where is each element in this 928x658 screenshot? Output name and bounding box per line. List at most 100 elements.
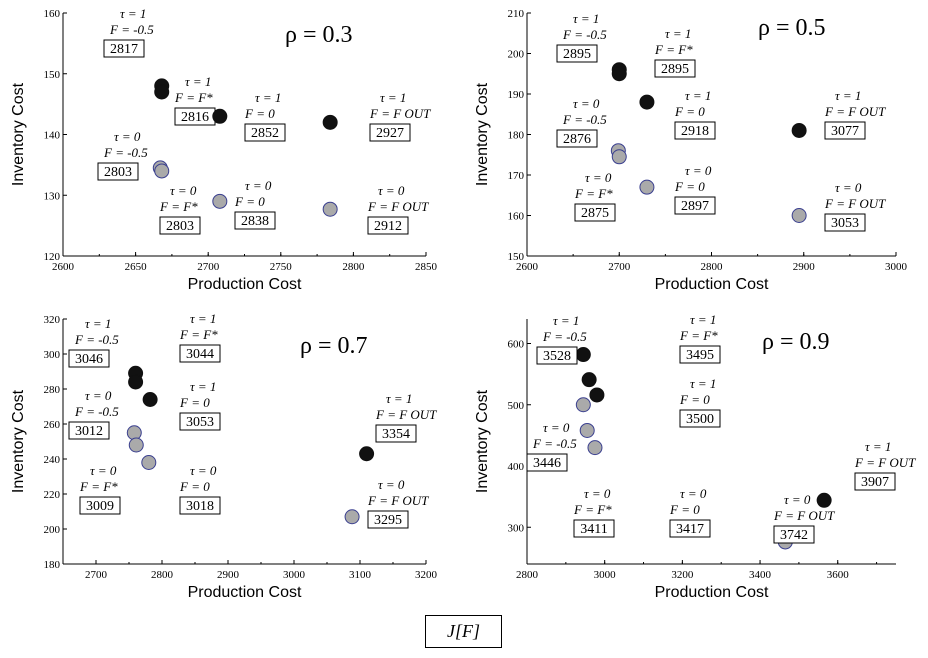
x-tick-label: 2700 bbox=[85, 569, 108, 581]
x-tick-label: 3400 bbox=[749, 569, 772, 581]
j-value: 3012 bbox=[75, 424, 103, 439]
j-value: 2912 bbox=[374, 219, 402, 234]
y-tick-label: 140 bbox=[44, 130, 61, 142]
x-tick-label: 2800 bbox=[701, 261, 724, 273]
j-value: 2817 bbox=[110, 42, 138, 57]
y-tick-label: 210 bbox=[508, 8, 525, 20]
point-tau0 bbox=[322, 201, 338, 217]
x-axis-label: Production Cost bbox=[655, 584, 769, 601]
plot-title: ρ = 0.5 bbox=[758, 15, 826, 41]
j-value-box bbox=[824, 213, 866, 232]
f-label: F = F OUT bbox=[824, 196, 886, 211]
j-value: 2897 bbox=[681, 199, 709, 214]
point-tau1 bbox=[816, 492, 832, 508]
tau-label: τ = 1 bbox=[386, 391, 412, 406]
point-tau0 bbox=[611, 149, 627, 165]
j-value: 3046 bbox=[75, 352, 103, 367]
point-tau1 bbox=[611, 66, 627, 82]
y-tick-label: 170 bbox=[508, 170, 525, 182]
j-value-box bbox=[674, 196, 716, 215]
j-value-box bbox=[573, 519, 615, 538]
j-value-box bbox=[79, 496, 121, 515]
tau-label: τ = 0 bbox=[680, 486, 707, 501]
f-label: F = 0 bbox=[179, 395, 210, 410]
j-value: 2803 bbox=[104, 165, 132, 180]
j-value: 2803 bbox=[166, 219, 194, 234]
x-tick-label: 2700 bbox=[197, 261, 220, 273]
j-value: 3053 bbox=[186, 415, 214, 430]
x-tick-label: 2800 bbox=[516, 569, 539, 581]
j-value: 3907 bbox=[861, 475, 889, 490]
data-point-group: τ = 0F = F* 3009 bbox=[79, 437, 144, 515]
data-point-group: τ = 1F = F OUT 3077 bbox=[791, 88, 886, 140]
y-tick-label: 600 bbox=[508, 339, 525, 351]
plot-title: ρ = 0.7 bbox=[300, 333, 368, 359]
j-value-box bbox=[369, 123, 411, 142]
j-value: 3495 bbox=[686, 348, 714, 363]
point-tau1 bbox=[322, 114, 338, 130]
f-label: F = F* bbox=[179, 327, 218, 342]
x-tick-label: 2800 bbox=[151, 569, 174, 581]
x-axis-label: Production Cost bbox=[655, 276, 769, 293]
j-value-box bbox=[68, 421, 110, 440]
data-point-group: τ = 1F = F OUT 2927 bbox=[322, 90, 431, 142]
data-point-group: τ = 0F = -0.5 3012 bbox=[68, 388, 142, 441]
tau-label: τ = 1 bbox=[380, 90, 406, 105]
j-value: 3295 bbox=[374, 513, 402, 528]
x-tick-label: 2600 bbox=[52, 261, 75, 273]
data-point-group: τ = 0F = F* 2803 bbox=[154, 163, 201, 235]
j-value: 3018 bbox=[186, 499, 214, 514]
y-tick-label: 500 bbox=[508, 400, 525, 412]
tau-label: τ = 1 bbox=[190, 311, 216, 326]
tau-label: τ = 1 bbox=[690, 376, 716, 391]
f-label: F = F* bbox=[654, 42, 693, 57]
j-value-box bbox=[68, 349, 110, 368]
tau-label: τ = 1 bbox=[835, 88, 861, 103]
f-label: F = F* bbox=[574, 186, 613, 201]
point-tau0 bbox=[141, 455, 157, 470]
y-tick-label: 220 bbox=[44, 489, 61, 501]
y-tick-label: 150 bbox=[44, 69, 61, 81]
x-tick-label: 3000 bbox=[885, 261, 908, 273]
j-value-box bbox=[536, 346, 578, 365]
f-label: F = 0 bbox=[234, 194, 265, 209]
point-tau0 bbox=[212, 193, 228, 209]
point-tau1 bbox=[639, 94, 655, 110]
tau-label: τ = 1 bbox=[85, 316, 111, 331]
x-axis-label: Production Cost bbox=[188, 276, 302, 293]
y-tick-label: 280 bbox=[44, 384, 61, 396]
f-label: F = -0.5 bbox=[562, 27, 607, 42]
tau-label: τ = 1 bbox=[665, 26, 691, 41]
j-value-box bbox=[679, 345, 721, 364]
data-point-group: τ = 1F = 0 2852 bbox=[212, 90, 286, 142]
data-point-group: τ = 1F = F OUT 3907 bbox=[816, 439, 916, 508]
x-tick-label: 3600 bbox=[827, 569, 850, 581]
data-point-group: τ = 0F = 0 2838 bbox=[212, 178, 276, 230]
j-value-box bbox=[556, 44, 598, 63]
j-value: 3446 bbox=[533, 456, 561, 471]
point-tau1 bbox=[154, 84, 170, 100]
y-axis-label: Inventory Cost bbox=[474, 389, 491, 493]
tau-label: τ = 1 bbox=[690, 312, 716, 327]
j-value-box bbox=[375, 424, 417, 443]
tau-label: τ = 0 bbox=[584, 486, 611, 501]
j-value: 2918 bbox=[681, 124, 709, 139]
point-tau0 bbox=[128, 437, 144, 453]
j-value-box bbox=[159, 216, 201, 235]
data-point-group: τ = 1F = 0 2918 bbox=[639, 88, 716, 140]
f-label: F = F OUT bbox=[824, 104, 886, 119]
j-value: 2852 bbox=[251, 126, 279, 141]
j-value: 3417 bbox=[676, 522, 704, 537]
f-label: F = F* bbox=[159, 199, 198, 214]
y-axis-label: Inventory Cost bbox=[10, 82, 27, 186]
point-tau1 bbox=[581, 372, 597, 388]
j-value-box bbox=[669, 519, 711, 538]
point-tau1 bbox=[791, 122, 807, 138]
f-label: F = -0.5 bbox=[109, 22, 154, 37]
f-label: F = F* bbox=[573, 502, 612, 517]
point-tau1 bbox=[359, 446, 375, 462]
tau-label: τ = 0 bbox=[835, 180, 862, 195]
y-axis-label: Inventory Cost bbox=[10, 389, 27, 493]
j-value: 3077 bbox=[831, 124, 859, 139]
